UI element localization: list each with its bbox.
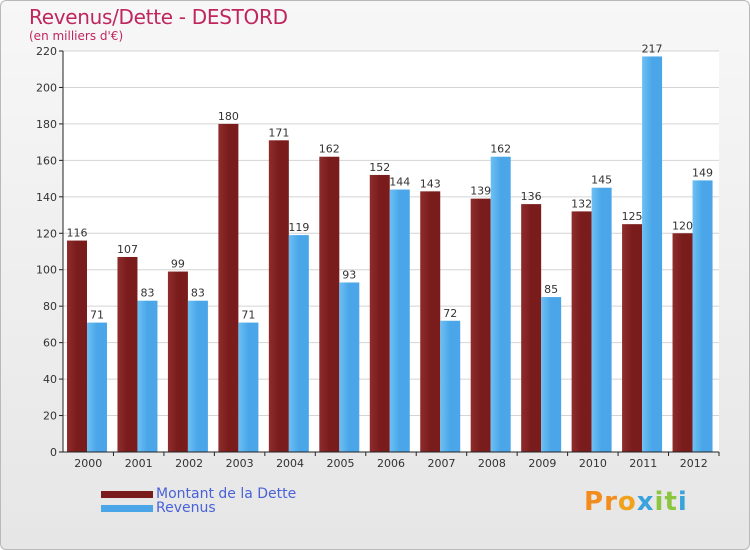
data-label: 83	[140, 287, 154, 300]
logo-letter: r	[604, 487, 618, 517]
legend-label-revenus: Revenus	[156, 500, 216, 516]
bar-revenus	[187, 300, 208, 452]
bar-dette	[622, 224, 643, 452]
data-label: 139	[470, 185, 491, 198]
y-tick-label: 0	[50, 446, 57, 459]
data-label: 144	[389, 176, 410, 189]
logo-letter: o	[617, 487, 637, 517]
x-tick-label: 2012	[680, 457, 708, 470]
y-tick-label: 60	[43, 337, 57, 350]
legend-label-dette: Montant de la Dette	[156, 486, 297, 502]
x-tick-label: 2011	[629, 457, 657, 470]
x-tick-label: 2005	[327, 457, 355, 470]
bar-dette	[167, 271, 188, 452]
legend-swatch-revenus	[101, 504, 153, 512]
data-label: 180	[218, 110, 239, 123]
bar-dette	[67, 240, 87, 452]
bar-dette	[571, 211, 592, 452]
logo-letter: i	[677, 487, 688, 517]
legend-item-dette: Montant de la Dette	[101, 486, 297, 502]
data-label: 99	[171, 258, 185, 271]
x-tick-label: 2002	[175, 457, 203, 470]
logo-letter: P	[584, 487, 605, 517]
x-tick-label: 2003	[226, 457, 254, 470]
data-label: 120	[672, 219, 693, 232]
bar-revenus	[692, 180, 713, 452]
data-label: 85	[544, 283, 558, 296]
bar-dette	[470, 198, 491, 452]
data-label: 217	[642, 42, 663, 55]
bar-revenus	[339, 282, 360, 452]
y-tick-label: 40	[43, 373, 57, 386]
bar-revenus	[137, 300, 158, 452]
logo-letter: t	[664, 487, 678, 517]
x-tick-label: 2010	[579, 457, 607, 470]
proxiti-logo: Proxiti	[584, 487, 688, 517]
bar-dette	[521, 204, 542, 452]
bar-revenus	[389, 189, 410, 452]
bar-revenus	[490, 156, 511, 452]
chart-title: Revenus/Dette - DESTORD	[29, 5, 288, 29]
y-tick-label: 200	[36, 81, 57, 94]
x-tick-label: 2001	[125, 457, 153, 470]
y-tick-label: 160	[36, 154, 57, 167]
x-tick-label: 2004	[276, 457, 304, 470]
y-tick-label: 80	[43, 300, 57, 313]
legend-item-revenus: Revenus	[101, 500, 296, 516]
bar-revenus	[642, 56, 663, 453]
x-tick-label: 2009	[528, 457, 556, 470]
bar-revenus	[440, 320, 461, 452]
y-tick-label: 100	[36, 264, 57, 277]
bar-dette	[268, 140, 289, 452]
bar-dette	[420, 191, 441, 452]
bar-dette	[218, 123, 239, 452]
data-label: 162	[319, 143, 340, 156]
data-label: 83	[191, 287, 205, 300]
x-tick-label: 2006	[377, 457, 405, 470]
x-tick-label: 2007	[427, 457, 455, 470]
data-label: 149	[692, 166, 713, 179]
logo-letter: i	[654, 487, 665, 517]
bar-revenus	[541, 297, 562, 452]
legend-swatch-dette	[101, 490, 153, 498]
y-tick-label: 180	[36, 118, 57, 131]
data-label: 125	[622, 210, 643, 223]
y-tick-label: 20	[43, 410, 57, 423]
bar-revenus	[87, 322, 107, 452]
bar-dette	[672, 233, 693, 452]
data-label: 162	[490, 143, 511, 156]
data-label: 72	[443, 307, 457, 320]
data-label: 93	[342, 268, 356, 281]
data-label: 119	[288, 221, 309, 234]
x-tick-label: 2000	[74, 457, 102, 470]
chart-subtitle: (en milliers d'€)	[29, 29, 124, 43]
data-label: 136	[521, 190, 542, 203]
data-label: 71	[90, 309, 104, 322]
data-label: 171	[268, 126, 289, 139]
bar-dette	[369, 174, 390, 453]
x-tick-label: 2008	[478, 457, 506, 470]
bar-dette	[319, 156, 340, 452]
data-label: 143	[420, 177, 441, 190]
data-label: 71	[241, 309, 255, 322]
data-label: 145	[591, 174, 612, 187]
data-label: 132	[571, 197, 592, 210]
bar-revenus	[238, 322, 259, 452]
data-label: 152	[369, 161, 390, 174]
y-tick-label: 140	[36, 191, 57, 204]
bar-dette	[117, 256, 138, 452]
y-tick-label: 220	[36, 45, 57, 58]
bar-revenus	[591, 187, 612, 453]
bar-revenus	[288, 235, 309, 452]
logo-letter: x	[636, 487, 655, 517]
data-label: 116	[67, 227, 88, 240]
y-tick-label: 120	[36, 227, 57, 240]
data-label: 107	[117, 243, 138, 256]
legend: Montant de la Dette Revenus	[101, 486, 297, 516]
